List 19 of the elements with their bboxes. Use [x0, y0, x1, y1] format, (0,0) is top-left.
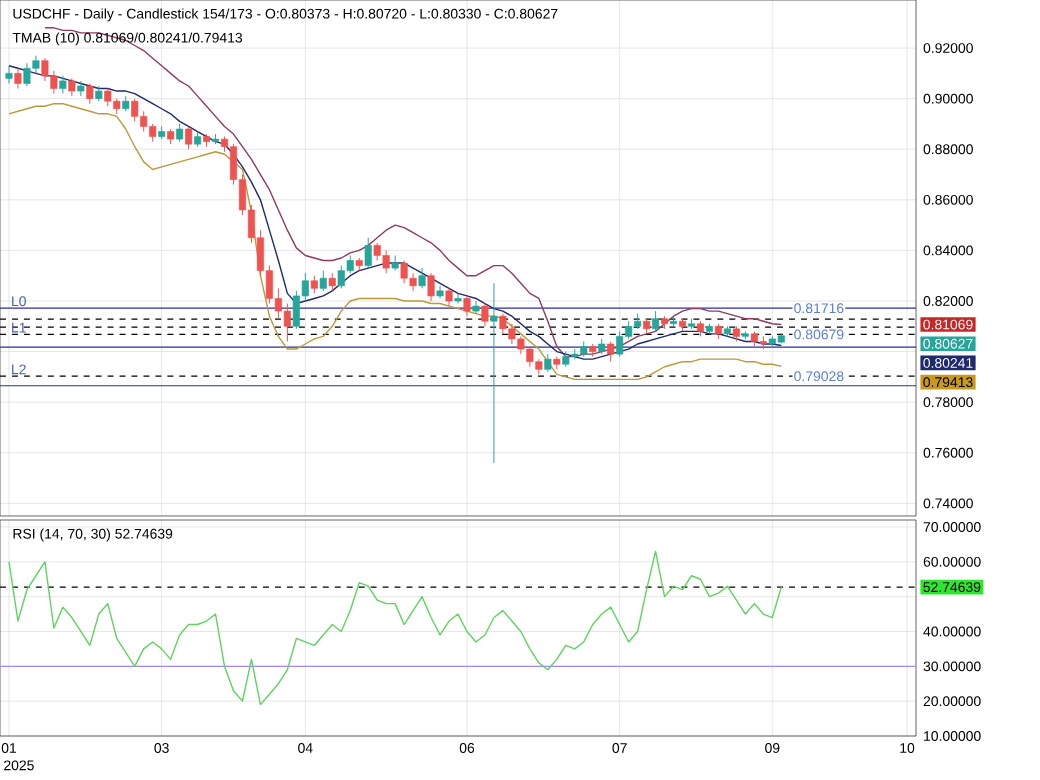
- candlestick: [5, 65, 13, 84]
- candlestick: [454, 292, 462, 305]
- candlestick: [607, 340, 615, 363]
- candlestick: [391, 254, 399, 272]
- candlestick: [481, 303, 489, 327]
- candlestick: [283, 303, 291, 342]
- candlestick: [59, 75, 67, 95]
- candlestick: [14, 67, 22, 90]
- candlestick: [364, 237, 372, 269]
- candlestick: [463, 295, 471, 317]
- candlestick: [472, 300, 480, 315]
- candlestick: [86, 82, 94, 105]
- candlestick: [319, 270, 327, 292]
- candlestick: [185, 125, 193, 150]
- line-series: [8, 550, 782, 706]
- candlestick: [652, 310, 660, 332]
- candlestick: [427, 272, 435, 302]
- candlestick: [418, 267, 426, 289]
- candlestick: [490, 282, 498, 464]
